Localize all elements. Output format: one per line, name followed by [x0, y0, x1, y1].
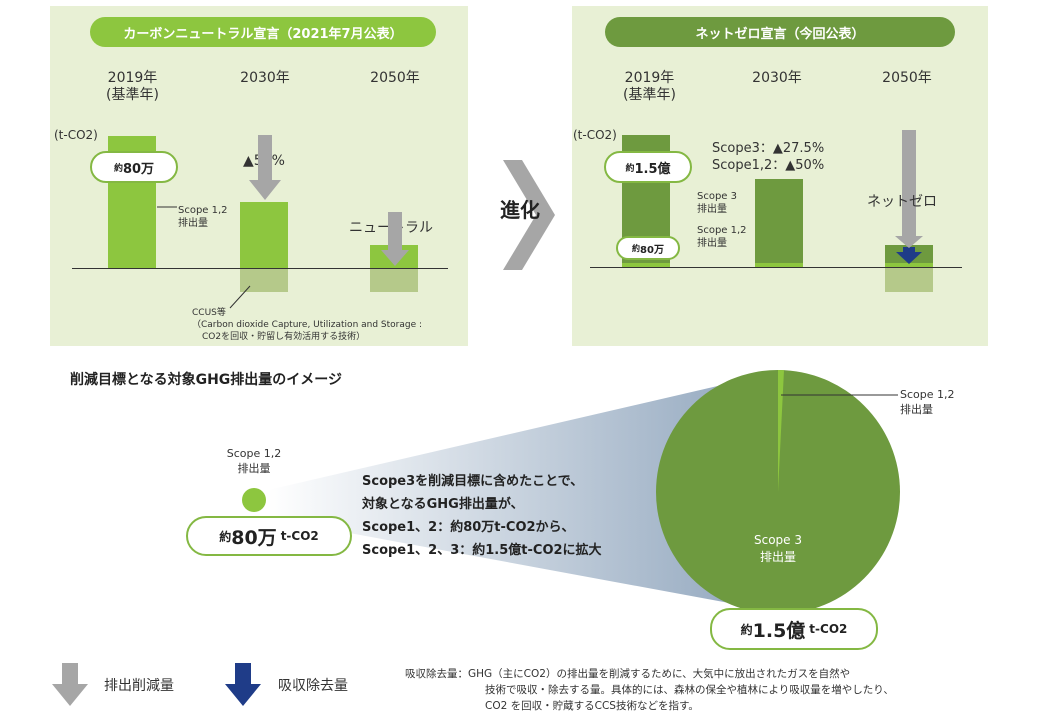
- evolution-label: 進化: [500, 198, 540, 222]
- absorption-note-line3: CO2 を回収・貯蔵するCCS技術などを指す。: [485, 700, 699, 712]
- left-year-2050: 2050年: [370, 70, 420, 86]
- legend-absorption-arrow: [225, 663, 261, 706]
- right-bar-2030-scope3: [755, 179, 803, 263]
- right-bar-2050-ccus: [885, 268, 933, 292]
- left-2030-reduction-arrow: [249, 135, 281, 200]
- right-badge-80man: 約 80万: [616, 236, 680, 260]
- left-badge-value: 80万: [122, 161, 155, 177]
- expansion-text-line4: Scope1、2、3：約1.5億t-CO2に拡大: [362, 543, 602, 558]
- right-scope3-label: Scope 3 排出量: [697, 190, 737, 216]
- left-2050-reduction-arrow: [381, 212, 409, 266]
- right-badge-top-prefix: 約: [625, 163, 635, 174]
- image-section-heading: 削減目標となる対象GHG排出量のイメージ: [70, 372, 342, 388]
- right-year-2030: 2030年: [752, 70, 802, 86]
- left-base-year-text: (基準年): [106, 87, 159, 103]
- right-reduction-scope3: Scope3：▲27.5%: [712, 141, 825, 156]
- expansion-text-line2: 対象となるGHG排出量が、: [362, 497, 524, 512]
- right-base-year-text: (基準年): [623, 87, 676, 103]
- right-reduction-text: Scope3：▲27.5% Scope1,2：▲50%: [712, 140, 824, 174]
- expansion-text-line1: Scope3を削減目標に含めたことで、: [362, 474, 584, 489]
- right-reduction-scope12: Scope1,2：▲50%: [712, 158, 825, 173]
- absorption-note: 吸収除去量：GHG（主にCO2）の排出量を削減するために、大気中に放出されたガス…: [405, 666, 894, 714]
- big-badge-15oku: 約 1.5億 t-CO2: [710, 608, 878, 650]
- right-scope12-label-line1: Scope 1,2: [697, 225, 747, 236]
- absorption-note-line2: 技術で吸収・除去する量。具体的には、森林の保全や植林により吸収量を増やしたり、: [485, 684, 894, 696]
- right-scope12-label: Scope 1,2 排出量: [697, 224, 747, 250]
- right-badge-top-value: 1.5億: [634, 161, 671, 177]
- expansion-funnel: [268, 372, 778, 612]
- right-bar-2030-scope12: [755, 263, 803, 268]
- right-year-2050: 2050年: [882, 70, 932, 86]
- right-year-2019: 2019年 (基準年): [612, 70, 687, 104]
- expansion-text-line3: Scope1、2：約80万t-CO2から、: [362, 520, 575, 535]
- big-badge-unit: t-CO2: [809, 622, 848, 636]
- right-unit-label: (t-CO2): [573, 128, 617, 142]
- left-baseline: [72, 268, 448, 269]
- right-bar-2019-scope12: [622, 263, 670, 268]
- netzero-title: ネットゼロ宣言（今回公表）: [605, 17, 955, 47]
- left-scope12-label-line1: Scope 1,2: [178, 205, 228, 216]
- carbon-neutral-title: カーボンニュートラル宣言（2021年7月公表）: [90, 17, 436, 47]
- left-ccus-leader: [229, 285, 251, 309]
- right-badge-bottom-prefix: 約: [632, 243, 641, 253]
- small-scope12-label-line2: 排出量: [237, 462, 271, 475]
- left-scope12-label-line2: 排出量: [178, 218, 208, 229]
- left-year-2019-text: 2019年: [107, 70, 158, 86]
- left-badge-80man: 約 80万: [90, 151, 178, 183]
- legend-absorption-label: 吸収除去量: [278, 678, 348, 694]
- absorption-note-line1: 吸収除去量：GHG（主にCO2）の排出量を削減するために、大気中に放出されたガス…: [405, 668, 851, 680]
- small-scope12-label: Scope 1,2 排出量: [212, 446, 296, 476]
- right-year-2019-text: 2019年: [624, 70, 675, 86]
- legend-reduction-arrow: [52, 663, 88, 706]
- big-badge-prefix: 約: [740, 622, 753, 637]
- right-scope12-label-line2: 排出量: [697, 238, 727, 249]
- left-ccus-line3: CO2を回収・貯留し有効活用する技術）: [202, 332, 366, 342]
- right-baseline: [590, 267, 962, 268]
- left-ccus-line2: （Carbon dioxide Capture, Utilization and…: [192, 320, 423, 330]
- right-bar-2050-scope12: [885, 263, 933, 268]
- pie-scope12-label: Scope 1,2 排出量: [900, 387, 955, 417]
- left-bar-2050-ccus: [370, 269, 418, 292]
- right-netzero-label: ネットゼロ: [867, 194, 937, 210]
- left-bar-2030-scope12: [240, 202, 288, 269]
- right-scope3-label-line1: Scope 3: [697, 191, 738, 202]
- left-year-2030: 2030年: [240, 70, 290, 86]
- left-unit-label: (t-CO2): [54, 128, 98, 142]
- left-badge-prefix: 約: [113, 163, 123, 174]
- left-scope12-label: Scope 1,2 排出量: [178, 204, 228, 230]
- scope12-small-circle: [242, 488, 266, 512]
- big-badge-value: 1.5億: [752, 619, 806, 642]
- legend-reduction-label: 排出削減量: [104, 678, 174, 694]
- small-badge-unit: t-CO2: [280, 529, 319, 543]
- evolution-chevron-shape: [503, 160, 555, 270]
- right-bar-2050-scope3: [885, 245, 933, 263]
- left-ccus-line1: CCUS等: [192, 308, 226, 318]
- small-badge-prefix: 約: [219, 529, 232, 544]
- right-badge-bottom-value: 80万: [640, 244, 664, 256]
- expansion-text: Scope3を削減目標に含めたことで、 対象となるGHG排出量が、 Scope1…: [362, 470, 602, 562]
- pie-scope12-label-line1: Scope 1,2: [900, 388, 955, 401]
- small-badge-value: 80万: [231, 526, 277, 549]
- right-badge-15oku: 約 1.5億: [604, 151, 692, 183]
- right-scope3-label-line2: 排出量: [697, 204, 727, 215]
- pie-scope12-label-line2: 排出量: [900, 403, 933, 416]
- pie-scope3-label-line1: Scope 3: [753, 533, 802, 547]
- left-year-2019: 2019年 (基準年): [95, 70, 170, 104]
- small-scope12-label-line1: Scope 1,2: [226, 447, 282, 460]
- left-bar-2030-ccus: [240, 269, 288, 292]
- small-badge-80man: 約 80万 t-CO2: [186, 516, 352, 556]
- pie-scope3-label-line2: 排出量: [759, 550, 796, 564]
- pie-scope3-label: Scope 3 排出量: [740, 532, 816, 566]
- left-ccus-note: CCUS等 （Carbon dioxide Capture, Utilizati…: [192, 307, 422, 343]
- scope12-pie-slice: [778, 370, 784, 492]
